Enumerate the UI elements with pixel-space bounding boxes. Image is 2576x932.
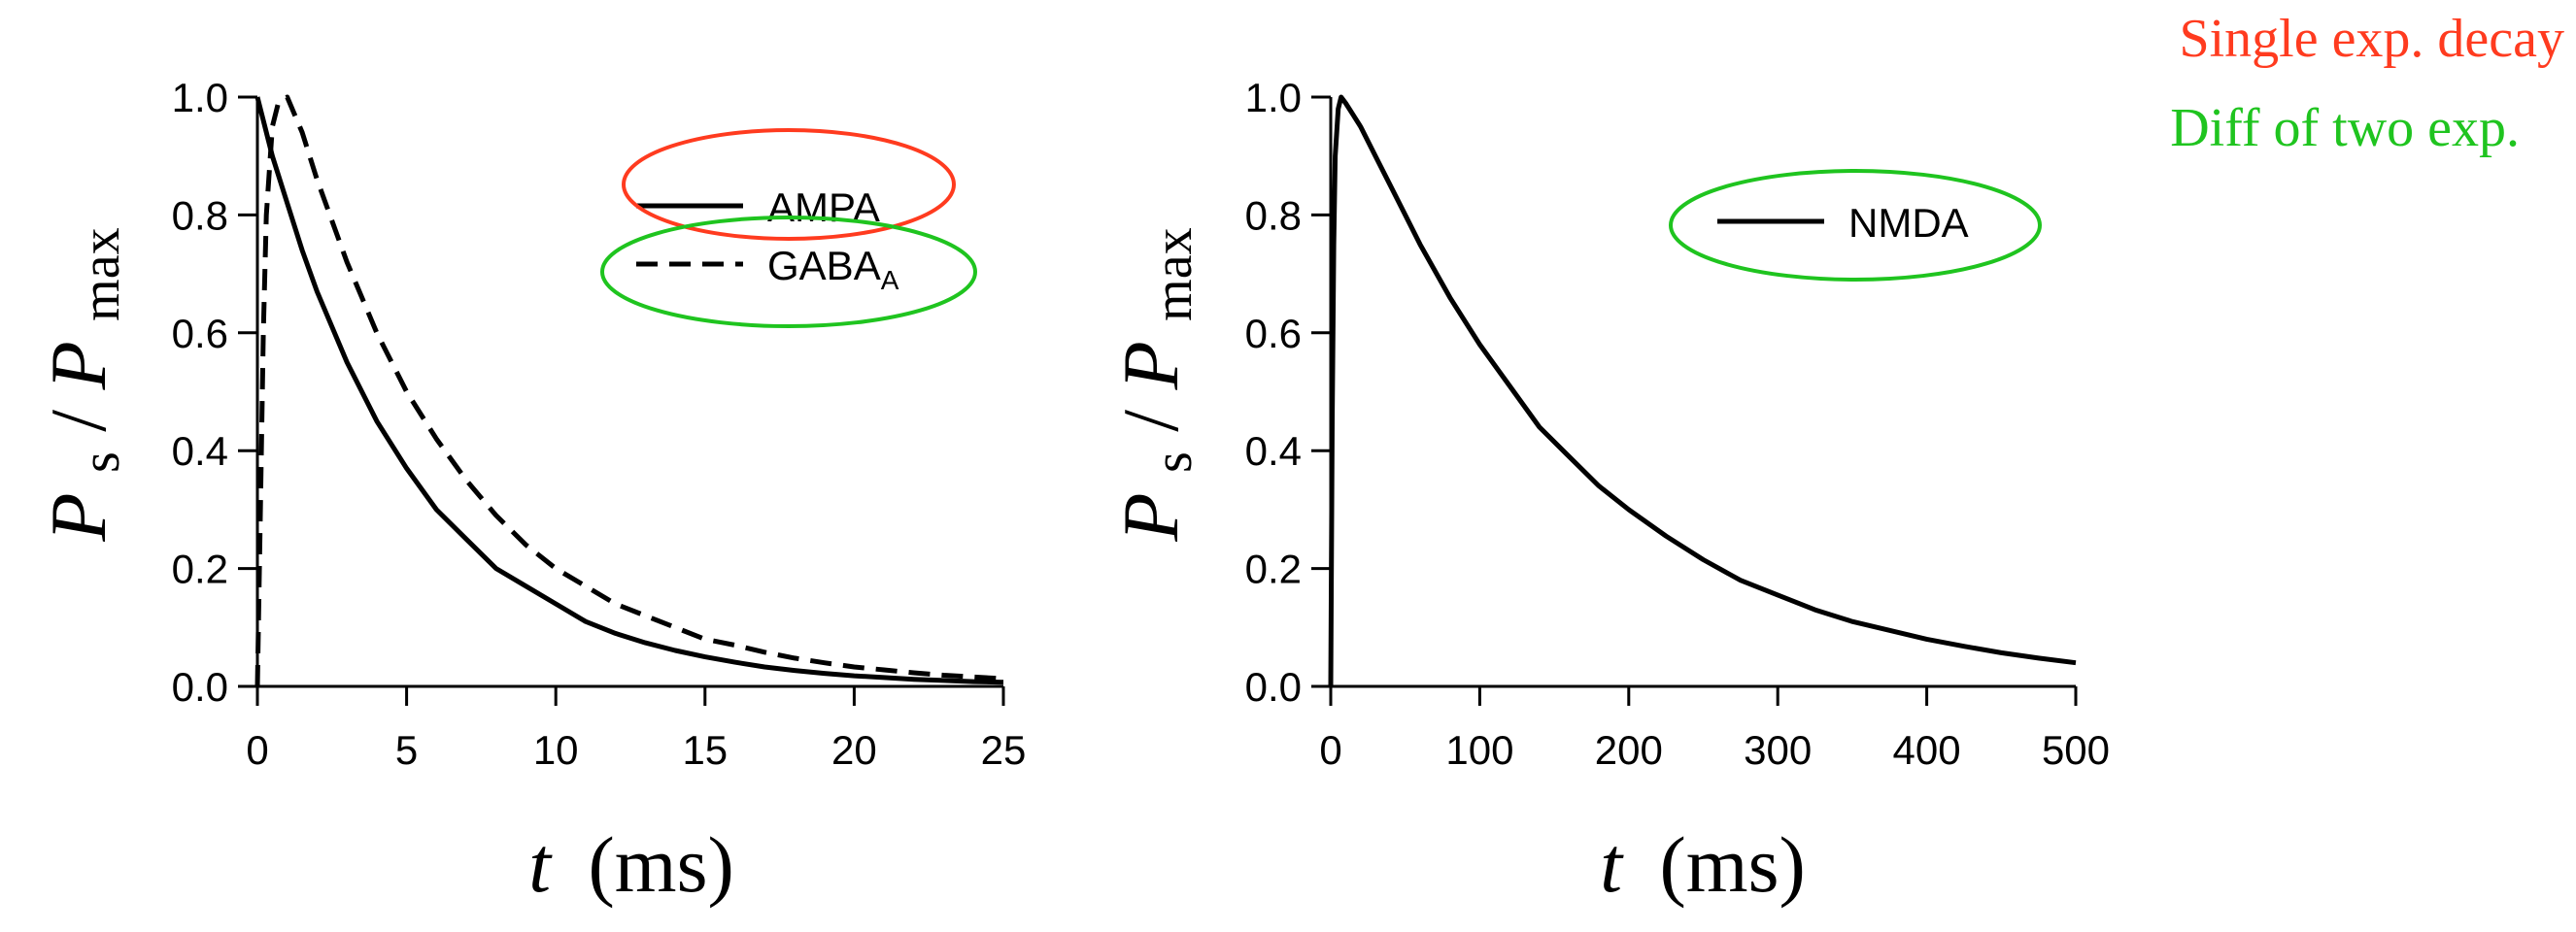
left-y-tick-label: 0.2 <box>172 547 228 592</box>
red-ellipse-ampa <box>622 128 956 241</box>
left-chart-y-axis-title: P s / P max <box>34 227 136 542</box>
right-x-tick-label: 100 <box>1445 727 1513 773</box>
left-chart-x-axis-title: t (ms) <box>528 820 734 909</box>
right-y-tick-label: 0.8 <box>1245 192 1302 238</box>
right-y-tick-label: 0.6 <box>1245 311 1302 356</box>
right-chart-x-axis-title: t (ms) <box>1600 820 1806 909</box>
right-x-tick-label: 0 <box>1319 727 1341 773</box>
left-y-tick-label: 0.0 <box>172 664 228 710</box>
right-chart-tick-labels: 0 100 200 300 400 500 0.0 0.2 0.4 0.6 0.8 1.0 <box>1245 75 2110 773</box>
left-y-tick-label: 0.4 <box>172 428 228 474</box>
left-x-tick-label: 0 <box>246 727 268 773</box>
right-chart-legend: NMDA <box>1669 169 2042 282</box>
series-line-ampa <box>254 96 1004 685</box>
right-y-tick-label: 0.2 <box>1245 547 1302 592</box>
left-x-tick-label: 25 <box>981 727 1027 773</box>
left-chart-series <box>254 94 1004 687</box>
right-x-tick-label: 500 <box>2042 727 2110 773</box>
right-chart: 0 100 200 300 400 500 0.0 0.2 0.4 0.6 0.8 1.0 t (ms… <box>1106 75 2110 909</box>
right-chart-series <box>1328 94 2077 687</box>
note-diff-of-two-exp: Diff of two exp. <box>2170 98 2520 158</box>
right-y-tick-label: 1.0 <box>1245 75 1302 120</box>
left-chart: 0 5 10 15 20 25 0.0 0.2 0.4 0.6 0.8 1.0 t (ms) P s … <box>34 75 1026 909</box>
right-y-tick-label: 0.0 <box>1245 664 1302 710</box>
left-chart-legend: AMPA GABAA <box>600 128 977 328</box>
series-line-gaba <box>254 94 1004 687</box>
left-x-tick-label: 5 <box>395 727 418 773</box>
left-x-tick-label: 20 <box>831 727 877 773</box>
right-chart-y-axis-title: P s / P max <box>1106 227 1208 542</box>
left-y-tick-label: 1.0 <box>172 75 228 120</box>
right-chart-axes <box>1311 95 2078 706</box>
green-ellipse-gaba <box>600 216 977 328</box>
right-x-tick-label: 300 <box>1744 727 1812 773</box>
left-chart-axes <box>238 95 1005 706</box>
green-ellipse-nmda <box>1669 169 2042 282</box>
left-x-tick-label: 10 <box>533 727 579 773</box>
right-x-tick-label: 400 <box>1893 727 1961 773</box>
left-y-tick-label: 0.6 <box>172 311 228 356</box>
right-x-tick-label: 200 <box>1595 727 1663 773</box>
note-single-exp-decay: Single exp. decay <box>2179 9 2564 69</box>
legend-label-gaba: GABAA <box>767 243 899 295</box>
left-chart-tick-labels: 0 5 10 15 20 25 0.0 0.2 0.4 0.6 0.8 1.0 <box>172 75 1027 773</box>
series-line-nmda <box>1328 94 2077 687</box>
right-y-tick-label: 0.4 <box>1245 428 1302 474</box>
left-x-tick-label: 15 <box>682 727 728 773</box>
left-y-tick-label: 0.8 <box>172 192 228 238</box>
legend-label-nmda: NMDA <box>1848 200 1969 246</box>
